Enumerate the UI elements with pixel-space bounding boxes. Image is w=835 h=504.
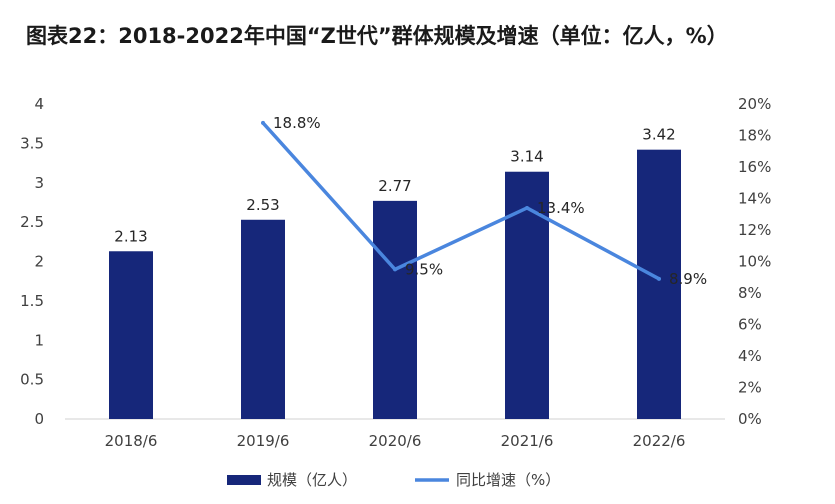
left-tick-label: 3 bbox=[34, 174, 44, 192]
legend: 规模（亿人） 同比增速（%） bbox=[227, 471, 560, 489]
right-tick-label: 14% bbox=[738, 190, 771, 208]
bar bbox=[109, 251, 153, 419]
chart-title: 图表22：2018-2022年中国“Z世代”群体规模及增速（单位：亿人，%） bbox=[26, 24, 728, 48]
line-value-label: 9.5% bbox=[405, 260, 443, 278]
x-tick-label: 2021/6 bbox=[501, 432, 554, 450]
left-tick-label: 2.5 bbox=[20, 213, 44, 231]
x-axis: 2018/6 2019/6 2020/6 2021/6 2022/6 bbox=[65, 418, 725, 450]
right-tick-label: 6% bbox=[738, 316, 762, 334]
left-tick-label: 2 bbox=[34, 253, 44, 271]
right-tick-label: 10% bbox=[738, 253, 771, 271]
bar-value-label: 3.42 bbox=[642, 126, 675, 144]
right-tick-label: 2% bbox=[738, 379, 762, 397]
line-series bbox=[261, 120, 661, 281]
right-tick-label: 20% bbox=[738, 95, 771, 113]
line-value-label: 8.9% bbox=[669, 270, 707, 288]
line-value-label: 18.8% bbox=[273, 114, 321, 132]
right-tick-label: 12% bbox=[738, 221, 771, 239]
legend-label-line: 同比增速（%） bbox=[456, 471, 560, 489]
left-tick-label: 3.5 bbox=[20, 134, 44, 152]
growth-line bbox=[261, 121, 661, 281]
left-tick-label: 1 bbox=[34, 331, 44, 349]
right-tick-label: 18% bbox=[738, 127, 771, 145]
right-tick-label: 16% bbox=[738, 158, 771, 176]
right-tick-label: 8% bbox=[738, 284, 762, 302]
line-point bbox=[525, 205, 529, 210]
left-tick-label: 0 bbox=[34, 410, 44, 428]
line-point bbox=[393, 267, 397, 272]
right-axis: 0% 2% 4% 6% 8% 10% 12% 14% 16% 18% 20% bbox=[738, 95, 771, 428]
bar-series bbox=[109, 149, 681, 420]
x-tick-label: 2020/6 bbox=[369, 432, 422, 450]
left-tick-label: 4 bbox=[34, 95, 44, 113]
line-point bbox=[657, 276, 661, 281]
left-tick-label: 1.5 bbox=[20, 292, 44, 310]
left-tick-label: 0.5 bbox=[20, 371, 44, 389]
bar-value-label: 3.14 bbox=[510, 148, 543, 166]
x-tick-label: 2022/6 bbox=[633, 432, 686, 450]
left-axis: 0 0.5 1 1.5 2 2.5 3 3.5 4 bbox=[20, 95, 44, 428]
x-tick-label: 2019/6 bbox=[237, 432, 290, 450]
data-labels: 2.13 2.53 2.77 3.14 3.42 18.8% 9.5% 13.4% 8.9% bbox=[114, 114, 707, 288]
legend-label-bar: 规模（亿人） bbox=[267, 471, 357, 489]
line-point bbox=[261, 120, 265, 125]
line-value-label: 13.4% bbox=[537, 199, 585, 217]
bar-value-label: 2.53 bbox=[246, 196, 279, 214]
bar-value-label: 2.77 bbox=[378, 177, 411, 195]
right-tick-label: 0% bbox=[738, 410, 762, 428]
legend-swatch-bar bbox=[227, 475, 261, 485]
bar bbox=[241, 219, 285, 419]
bar bbox=[637, 149, 681, 420]
right-tick-label: 4% bbox=[738, 347, 762, 365]
x-tick-label: 2018/6 bbox=[105, 432, 158, 450]
bar bbox=[373, 200, 417, 419]
bar-value-label: 2.13 bbox=[114, 227, 147, 245]
